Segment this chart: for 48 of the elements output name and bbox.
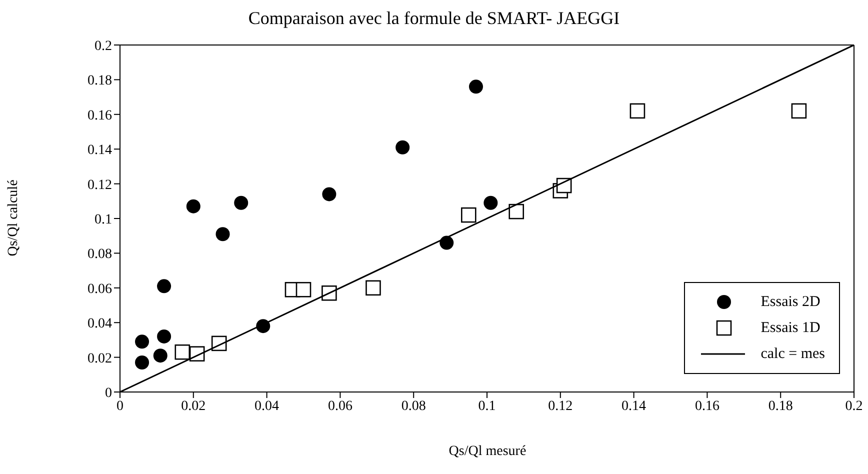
y-tick-label: 0.1	[94, 212, 112, 228]
legend-label: Essais 1D	[760, 320, 820, 336]
y-tick-label: 0.2	[94, 38, 112, 54]
point	[396, 140, 410, 154]
y-tick-label: 0.16	[88, 108, 112, 124]
point	[157, 279, 172, 294]
chart-title: Comparaison avec la formule de SMART- JAEGGI	[247, 8, 621, 29]
y-tick-label: 0.06	[88, 282, 112, 297]
y-tick-label: 0.04	[88, 316, 112, 332]
legend-label: Essais 2D	[760, 294, 820, 310]
point	[186, 199, 200, 214]
point	[461, 207, 476, 223]
legend-label: calc = mes	[760, 346, 825, 362]
point	[366, 280, 381, 296]
x-tick-label: 0	[116, 398, 124, 414]
point	[174, 344, 190, 360]
point	[791, 103, 807, 119]
y-tick-label: 0	[105, 386, 112, 401]
point	[468, 80, 483, 94]
x-tick-label: 0.2	[845, 398, 863, 414]
y-tick-label: 0.14	[88, 143, 112, 158]
point	[216, 227, 230, 242]
point	[508, 204, 524, 220]
x-tick-label: 0.08	[401, 398, 426, 414]
point	[440, 236, 454, 250]
y-tick-label: 0.02	[88, 351, 112, 366]
point	[234, 196, 248, 210]
x-tick-label: 0.18	[768, 398, 793, 414]
y-tick-label: 0.08	[88, 247, 112, 262]
point	[296, 282, 312, 298]
x-tick-label: 0.14	[622, 398, 646, 414]
point	[157, 329, 172, 344]
x-tick-label: 0.12	[548, 398, 573, 414]
x-axis-title: Qs/Ql mesuré	[448, 444, 528, 460]
y-tick-label: 0.18	[88, 74, 112, 89]
x-tick-label: 0.04	[254, 398, 280, 414]
point	[135, 356, 150, 370]
y-axis-title: Qs/Ql calculé	[6, 180, 22, 256]
x-tick-label: 0.1	[478, 398, 496, 414]
point	[135, 334, 150, 349]
point	[484, 196, 498, 210]
point	[322, 187, 336, 202]
point	[630, 103, 646, 119]
point	[153, 348, 168, 363]
x-tick-label: 0.02	[181, 398, 206, 414]
y-tick-label: 0.12	[88, 178, 112, 193]
x-tick-label: 0.16	[694, 398, 720, 414]
x-tick-label: 0.06	[328, 398, 352, 414]
